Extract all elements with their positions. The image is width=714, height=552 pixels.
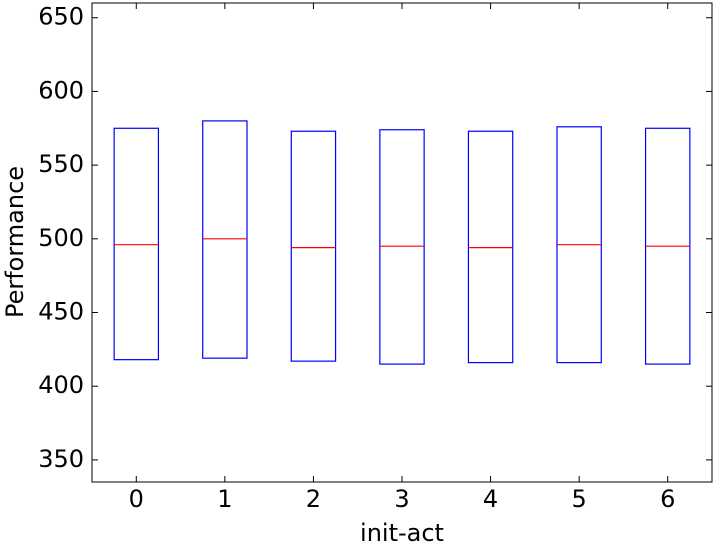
box — [202, 120, 248, 359]
box — [290, 130, 337, 362]
x-tick-label: 3 — [394, 485, 409, 513]
y-tick-label: 500 — [38, 224, 84, 252]
x-axis-label: init-act — [360, 519, 444, 547]
plot-frame — [91, 2, 713, 483]
y-axis-label: Performance — [1, 166, 29, 318]
y-tick-label: 550 — [38, 150, 84, 178]
x-tick-label: 2 — [306, 485, 321, 513]
x-tick-label: 4 — [483, 485, 498, 513]
x-tick-label: 0 — [129, 485, 144, 513]
y-tick-label: 350 — [38, 445, 84, 473]
y-tick-label: 600 — [38, 76, 84, 104]
x-tick-label: 5 — [572, 485, 587, 513]
y-tick-label: 650 — [38, 3, 84, 31]
y-tick-label: 450 — [38, 298, 84, 326]
x-tick-label: 1 — [217, 485, 232, 513]
box — [467, 130, 514, 364]
box — [379, 129, 425, 365]
box — [113, 127, 160, 361]
y-tick-label: 400 — [38, 371, 84, 399]
x-tick-label: 6 — [660, 485, 675, 513]
